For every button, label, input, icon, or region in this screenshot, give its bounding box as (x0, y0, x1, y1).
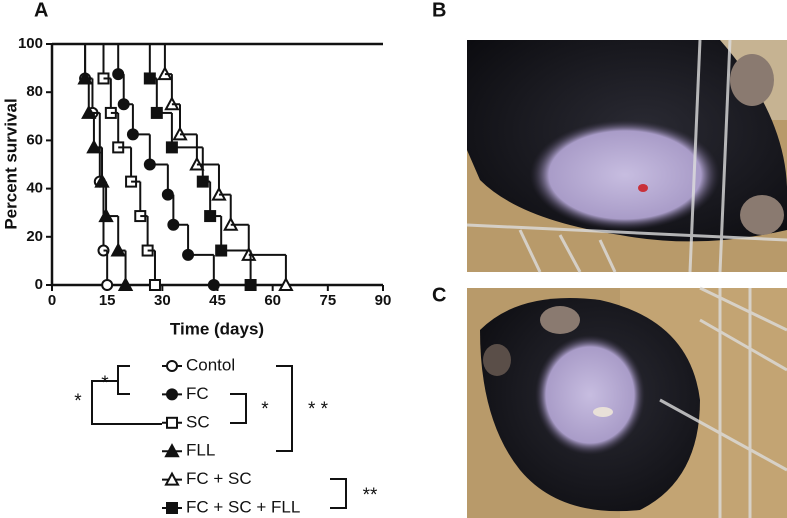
y-tick-label: 20 (26, 228, 43, 245)
annotation: * (74, 391, 82, 412)
y-tick-label: 100 (18, 35, 43, 52)
brackets (91, 365, 347, 509)
panel-label: B (432, 0, 446, 21)
marker (278, 276, 294, 291)
annotation: ** (363, 485, 378, 506)
legend-marker (166, 502, 178, 514)
legend-label: Contol (186, 355, 235, 374)
y-axis-title: Percent survival (1, 98, 20, 229)
x-tick-label: 90 (375, 292, 392, 309)
x-axis-title: Time (days) (170, 319, 264, 338)
marker (148, 279, 161, 291)
panel-label: C (432, 284, 446, 306)
legend-label: FC + SC + FLL (186, 497, 300, 516)
marker (244, 279, 257, 291)
legend-marker (166, 388, 178, 401)
marker (207, 279, 220, 291)
x-tick-label: 60 (264, 292, 281, 309)
series (52, 43, 257, 291)
marker (101, 279, 114, 291)
x-tick-label: 75 (319, 292, 336, 309)
legend-marker (166, 416, 178, 429)
panel-label: A (34, 0, 48, 21)
x-tick-label: 15 (99, 292, 116, 309)
legend-label: FC (186, 384, 209, 403)
x-tick-label: 45 (209, 292, 226, 309)
marker (117, 276, 134, 291)
photo-c (467, 286, 787, 518)
y-tick-label: 60 (26, 131, 43, 148)
annotation: * (101, 373, 109, 394)
annotation: * * (308, 399, 329, 420)
x-tick-label: 0 (48, 292, 56, 309)
legend-marker (164, 443, 180, 458)
legend-marker (166, 360, 178, 372)
series (52, 43, 294, 291)
y-tick-label: 0 (35, 276, 43, 293)
y-tick-label: 40 (26, 180, 43, 197)
legend-label: FC + SC (186, 469, 252, 488)
legend-label: SC (186, 412, 210, 431)
annotation: * (261, 399, 269, 420)
x-tick-label: 30 (154, 292, 171, 309)
y-tick-label: 80 (26, 83, 43, 100)
photo-b (466, 39, 787, 273)
legend-label: FLL (186, 441, 215, 460)
legend-marker (164, 471, 180, 486)
